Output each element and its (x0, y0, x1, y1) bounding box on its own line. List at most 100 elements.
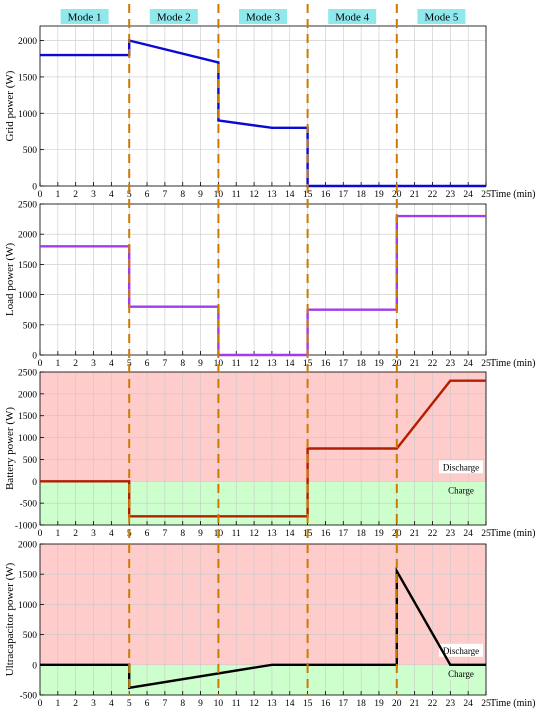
mode-label: Mode 1 (68, 12, 102, 24)
x-tick-label: 12 (249, 529, 259, 539)
x-tick-label: 16 (321, 699, 331, 709)
y-tick-label: 500 (23, 631, 38, 641)
x-tick-label: 11 (232, 359, 241, 369)
x-tick-label: 19 (374, 359, 384, 369)
x-tick-label: 1 (55, 529, 60, 539)
y-tick-label: 1500 (18, 73, 37, 83)
x-tick-label: 18 (356, 529, 366, 539)
x-tick-label: 4 (109, 359, 114, 369)
mode-label-bg (239, 9, 287, 24)
x-tick-label: 18 (356, 190, 366, 200)
charge-label: Charge (448, 485, 474, 495)
y-tick-label: 500 (23, 321, 38, 331)
x-tick-label: 2 (73, 529, 78, 539)
x-tick-label: 23 (446, 529, 456, 539)
mode-label: Mode 5 (424, 12, 458, 24)
x-tick-label: 14 (285, 529, 295, 539)
charge-label-bg (443, 483, 479, 497)
mode-label: Mode 3 (246, 12, 280, 24)
plot-frame (39, 371, 487, 526)
x-tick-label: 24 (463, 699, 473, 709)
x-tick-label: 22 (428, 190, 438, 200)
y-tick-label: 0 (32, 352, 37, 362)
y-tick-label: 2000 (18, 37, 37, 47)
x-tick-label: 16 (321, 190, 331, 200)
x-tick-label: 22 (428, 359, 438, 369)
x-tick-label: 3 (91, 529, 96, 539)
x-tick-label: 12 (249, 699, 259, 709)
discharge-label-bg (439, 643, 483, 657)
x-tick-label: 20 (392, 699, 402, 709)
x-tick-label: 12 (249, 359, 259, 369)
x-tick-label: 25 (481, 190, 491, 200)
x-axis-label: Time (min) (490, 189, 535, 200)
x-tick-label: 11 (232, 699, 241, 709)
y-tick-label: -500 (20, 500, 38, 510)
x-tick-label: 7 (163, 529, 168, 539)
x-tick-label: 25 (481, 529, 491, 539)
x-tick-label: 9 (198, 699, 203, 709)
x-axis-label: Time (min) (490, 528, 535, 539)
x-tick-label: 1 (55, 699, 60, 709)
x-tick-label: 19 (374, 529, 384, 539)
chart-panel-2: 0500100015002000250001234567891011121314… (4, 201, 535, 370)
x-tick-label: 6 (145, 190, 150, 200)
x-tick-label: 8 (180, 359, 185, 369)
x-tick-label: 15 (303, 190, 313, 200)
x-tick-label: 7 (163, 359, 168, 369)
x-tick-label: 11 (232, 190, 241, 200)
x-tick-label: 17 (339, 190, 349, 200)
x-tick-label: 3 (91, 699, 96, 709)
mode-label: Mode 4 (335, 12, 369, 24)
x-tick-label: 0 (38, 190, 43, 200)
y-tick-label: -1000 (15, 522, 37, 532)
x-tick-label: 18 (356, 699, 366, 709)
x-tick-label: 9 (198, 190, 203, 200)
mode-label-bg (149, 9, 198, 24)
y-tick-label: 1000 (18, 291, 37, 301)
x-tick-label: 2 (73, 359, 78, 369)
x-tick-label: 16 (321, 359, 331, 369)
y-axis-label: Load power (W) (4, 243, 16, 317)
discharge-label: Discharge (443, 462, 479, 472)
x-tick-label: 13 (267, 359, 277, 369)
x-tick-label: 9 (198, 529, 203, 539)
x-tick-label: 1 (55, 359, 60, 369)
x-axis-label: Time (min) (490, 698, 535, 709)
chart-panel-3: -1000-5000500100015002000250001234567891… (4, 369, 535, 540)
y-tick-label: 2500 (18, 369, 37, 379)
mode-label-bg (417, 9, 466, 24)
y-tick-label: 1500 (18, 261, 37, 271)
x-tick-label: 12 (249, 190, 259, 200)
mode-label: Mode 2 (157, 12, 191, 24)
y-tick-label: 500 (23, 146, 38, 156)
y-axis-label: Grid power (W) (4, 70, 16, 141)
y-axis-label: Battery power (W) (4, 407, 16, 490)
x-tick-label: 21 (410, 359, 420, 369)
x-tick-label: 7 (163, 190, 168, 200)
y-tick-label: 2500 (18, 201, 37, 211)
x-tick-label: 4 (109, 190, 114, 200)
x-tick-label: 4 (109, 699, 114, 709)
y-tick-label: 2000 (18, 390, 37, 400)
x-tick-label: 8 (180, 190, 185, 200)
x-tick-label: 8 (180, 529, 185, 539)
x-tick-label: 6 (145, 699, 150, 709)
x-axis-label: Time (min) (490, 358, 535, 369)
x-tick-label: 24 (463, 529, 473, 539)
y-tick-label: 2000 (18, 541, 37, 551)
x-tick-label: 2 (73, 190, 78, 200)
x-tick-label: 19 (374, 190, 384, 200)
x-tick-label: 17 (339, 359, 349, 369)
x-tick-label: 3 (91, 359, 96, 369)
x-tick-label: 0 (38, 359, 43, 369)
x-tick-label: 14 (285, 190, 295, 200)
x-tick-label: 13 (267, 190, 277, 200)
x-tick-label: 21 (410, 190, 420, 200)
x-tick-label: 17 (339, 529, 349, 539)
y-tick-label: 1000 (18, 601, 37, 611)
x-tick-label: 22 (428, 529, 438, 539)
x-tick-label: 6 (145, 529, 150, 539)
